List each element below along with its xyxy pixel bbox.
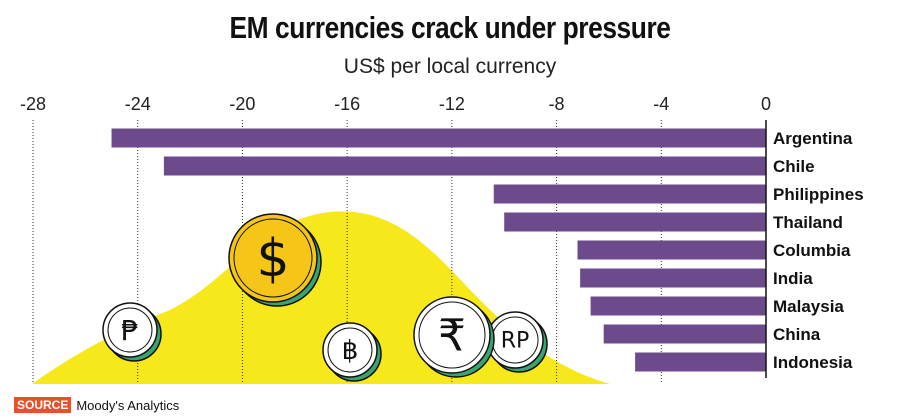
coin-face [322,322,378,378]
bar-philippines [493,184,766,204]
category-label: India [773,269,813,288]
x-tick-label: 0 [761,94,771,114]
bar-columbia [577,240,766,260]
x-tick-label: -8 [549,94,565,114]
bar-thailand [504,212,766,232]
x-tick-label: -4 [653,94,669,114]
rupee-coin-icon-symbol: ₹ [438,310,466,361]
category-label: Malaysia [773,297,844,316]
rupiah-coin-icon-symbol: RP [501,329,530,354]
category-label: Chile [773,157,815,176]
peso-coin-icon: ₱ [102,302,162,362]
coin-rim [233,218,313,298]
category-label: Columbia [773,241,851,260]
bar-china [603,324,766,344]
category-label: Argentina [773,129,853,148]
dollar-coin-icon: $ [228,213,322,307]
bar-malaysia [590,296,766,316]
category-label: Thailand [773,213,843,232]
bar-argentina [111,128,767,148]
rupee-coin-icon: ₹ [413,296,495,378]
dollar-coin-icon-symbol: $ [256,229,289,289]
rupiah-coin-icon: RP [486,311,548,373]
x-tick-label: -20 [229,94,255,114]
peso-coin-icon-symbol: ₱ [121,314,139,347]
bar-chile [163,156,767,176]
category-label: China [773,325,821,344]
category-label: Indonesia [773,353,853,372]
source-text: Moody's Analytics [76,397,180,413]
source-label: SOURCE [14,397,72,413]
coin-face [228,213,318,303]
baht-coin-icon: ฿ [322,322,382,382]
x-tick-label: -24 [125,94,151,114]
baht-coin-icon-symbol: ฿ [342,336,359,366]
coin-rim [107,307,153,353]
coin-rim [327,327,373,373]
coin-rim [418,301,486,369]
chart-title: EM currencies crack under pressure [229,10,671,45]
chart-subtitle: US$ per local currency [343,55,557,78]
category-label: Philippines [773,185,864,204]
x-tick-label: -28 [20,94,46,114]
bar-india [580,268,766,288]
source-note: SOURCE Moody's Analytics [14,397,179,413]
coin-face [102,302,158,358]
bar-indonesia [635,352,766,372]
x-tick-label: -16 [334,94,360,114]
coin-face [413,296,491,374]
x-tick-label: -12 [439,94,465,114]
